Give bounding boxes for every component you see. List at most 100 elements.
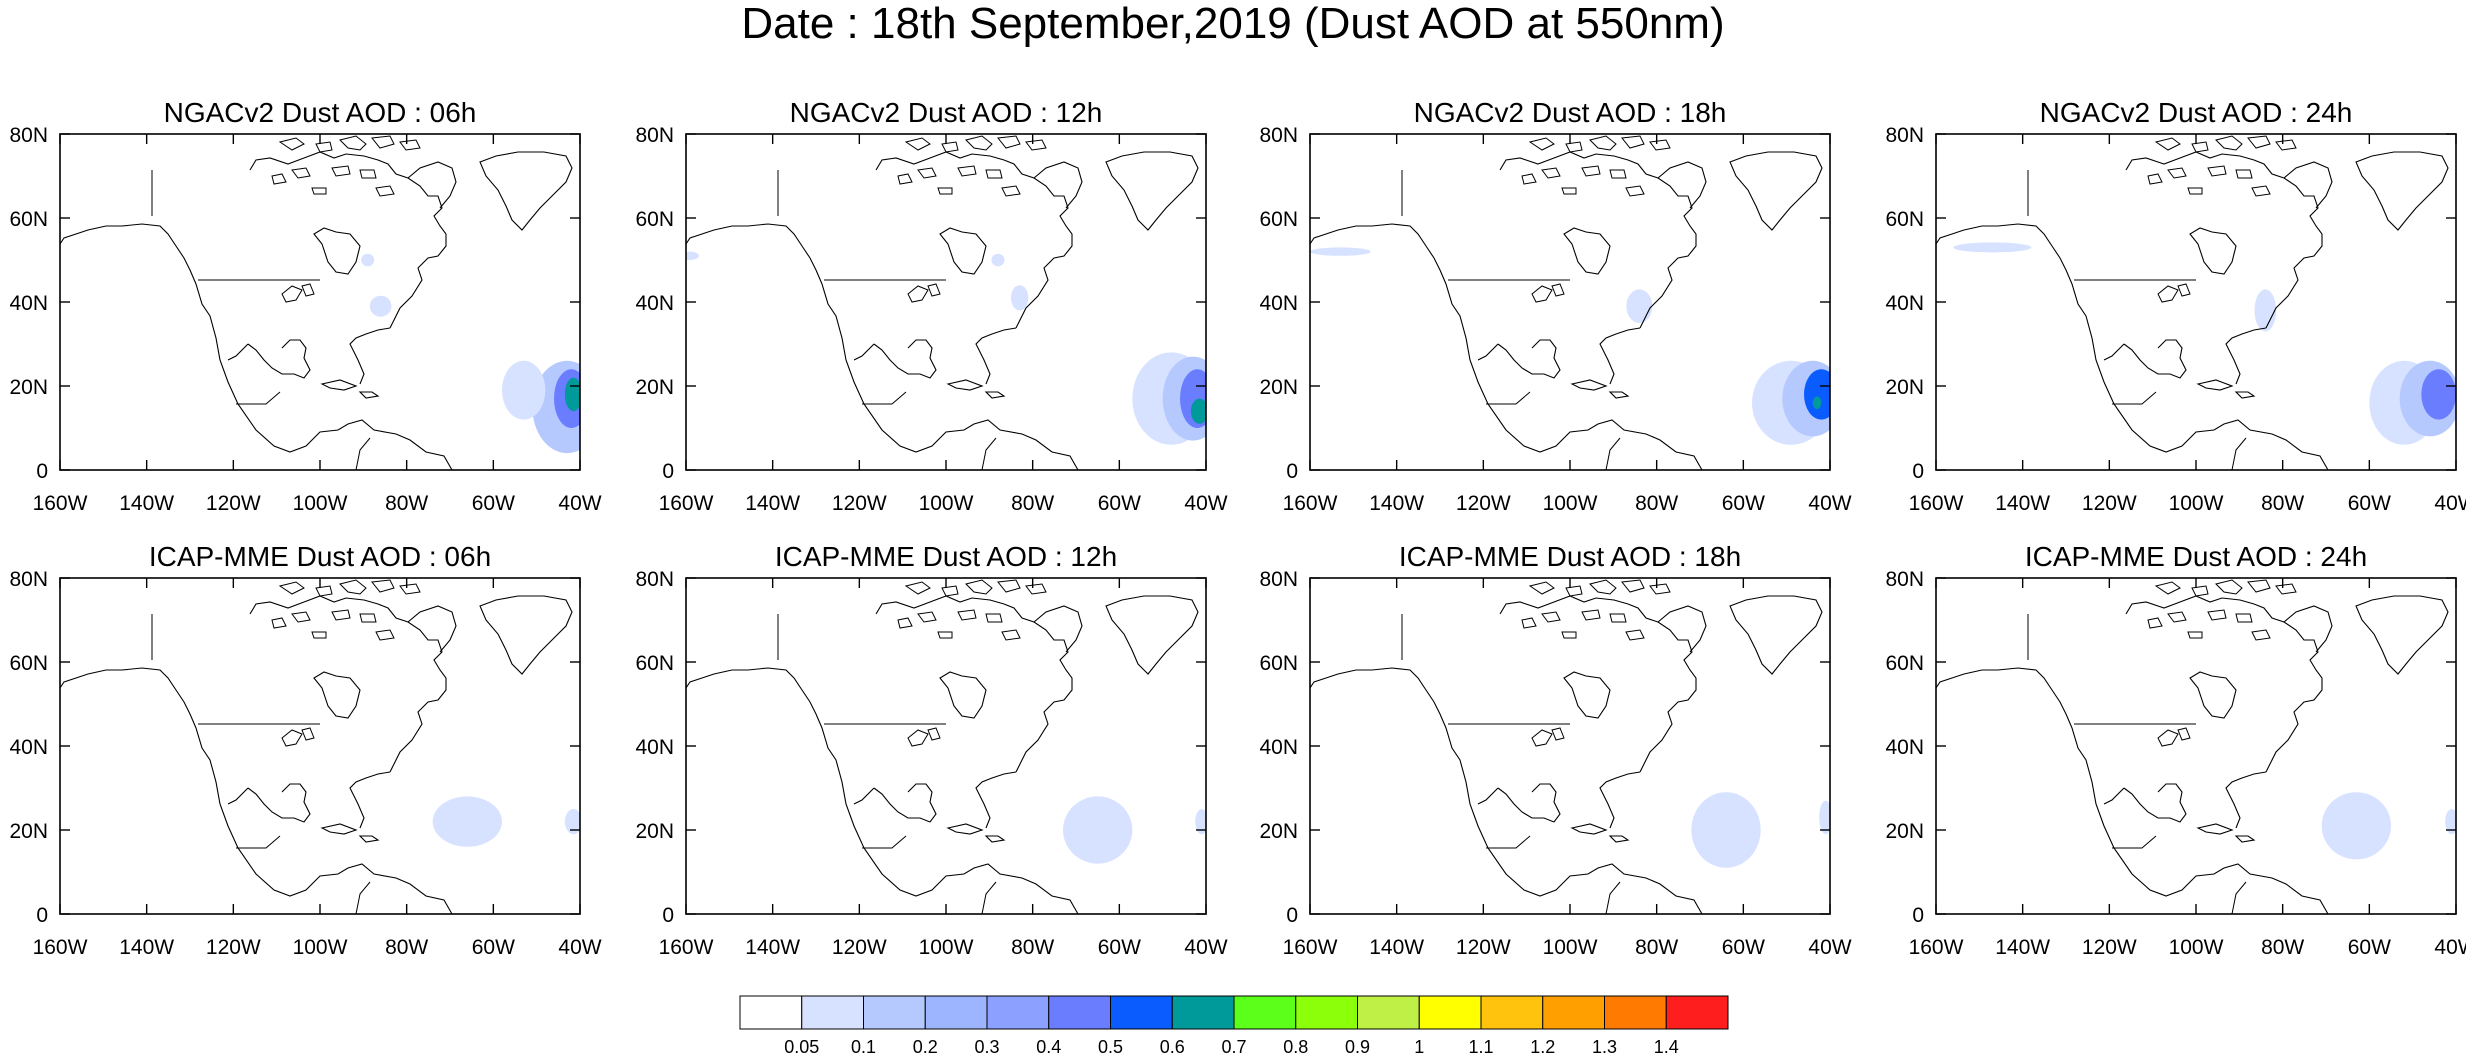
lat-tick-label: 40N bbox=[1885, 736, 1924, 759]
colorbar-label: 1.2 bbox=[1530, 1037, 1555, 1056]
colorbar-swatch bbox=[924, 995, 988, 1030]
lon-tick-label: 100W bbox=[293, 492, 348, 515]
dust-aod-patch bbox=[1195, 809, 1206, 835]
colorbar-label: 0.6 bbox=[1160, 1037, 1185, 1056]
dust-aod-patch bbox=[991, 253, 1005, 267]
lat-tick-label: 40N bbox=[9, 292, 48, 315]
dust-aod-patch bbox=[2421, 369, 2456, 420]
lon-tick-label: 160W bbox=[1909, 492, 1964, 515]
lat-tick-label: 40N bbox=[1259, 736, 1298, 759]
dust-aod-patch bbox=[1804, 369, 1830, 420]
lat-tick-label: 0 bbox=[1286, 460, 1298, 483]
map-panel: ICAP-MME Dust AOD : 24h 160W 140W 120W 100W 8… bbox=[1885, 541, 2466, 959]
colorbar-swatch bbox=[1357, 995, 1420, 1030]
panel-title: NGACv2 Dust AOD : 12h bbox=[790, 97, 1103, 128]
lat-tick-label: 20N bbox=[9, 820, 48, 843]
lon-tick-label: 120W bbox=[832, 936, 887, 959]
lat-tick-label: 40N bbox=[9, 736, 48, 759]
lat-tick-label: 60N bbox=[1885, 652, 1924, 675]
lon-tick-label: 40W bbox=[2434, 936, 2466, 959]
map-panel: NGACv2 Dust AOD : 24h 160W 140W 120W 100W 80W… bbox=[1885, 97, 2466, 515]
lat-tick-label: 60N bbox=[1259, 208, 1298, 231]
lat-tick-label: 0 bbox=[36, 460, 48, 483]
dust-aod-patch bbox=[1063, 796, 1133, 864]
lat-tick-label: 80N bbox=[9, 568, 48, 591]
lon-tick-label: 80W bbox=[385, 936, 428, 959]
lon-tick-label: 60W bbox=[1098, 936, 1141, 959]
lon-tick-label: 40W bbox=[1808, 936, 1851, 959]
lon-tick-label: 160W bbox=[1283, 936, 1338, 959]
lat-tick-label: 0 bbox=[662, 460, 674, 483]
lat-tick-label: 40N bbox=[1259, 292, 1298, 315]
dust-aod-patch bbox=[432, 796, 503, 847]
lat-tick-label: 80N bbox=[635, 124, 674, 147]
lat-tick-label: 20N bbox=[1885, 376, 1924, 399]
lon-tick-label: 40W bbox=[558, 492, 601, 515]
lon-tick-label: 40W bbox=[1808, 492, 1851, 515]
colorbar-swatch bbox=[986, 995, 1050, 1030]
colorbar-swatch bbox=[1233, 995, 1297, 1030]
lon-tick-label: 140W bbox=[1369, 492, 1424, 515]
colorbar-label: 0.1 bbox=[851, 1037, 876, 1056]
lon-tick-label: 140W bbox=[1995, 492, 2050, 515]
lat-tick-label: 60N bbox=[635, 652, 674, 675]
colorbar-label: 0.05 bbox=[784, 1037, 819, 1056]
lon-tick-label: 120W bbox=[2082, 936, 2137, 959]
lon-tick-label: 100W bbox=[2169, 492, 2224, 515]
colorbar-label: 0.8 bbox=[1283, 1037, 1308, 1056]
colorbar-swatch bbox=[1048, 995, 1111, 1030]
lat-tick-label: 80N bbox=[1259, 568, 1298, 591]
lat-tick-label: 20N bbox=[1885, 820, 1924, 843]
colorbar-swatch bbox=[1171, 995, 1235, 1030]
lon-tick-label: 40W bbox=[1184, 936, 1227, 959]
lon-tick-label: 40W bbox=[2434, 492, 2466, 515]
map-panel: NGACv2 Dust AOD : 18h 160W 140W 120W 100W 80W… bbox=[1259, 97, 1851, 515]
lon-tick-label: 60W bbox=[472, 936, 515, 959]
lon-tick-label: 140W bbox=[119, 492, 174, 515]
main-title: Date : 18th September,2019 (Dust AOD at … bbox=[741, 0, 1725, 48]
lon-tick-label: 100W bbox=[2169, 936, 2224, 959]
lon-tick-label: 140W bbox=[1369, 936, 1424, 959]
map-panel: NGACv2 Dust AOD : 06h 160W 140W 120W 100W 80W… bbox=[9, 97, 601, 515]
lat-tick-label: 20N bbox=[635, 376, 674, 399]
lat-tick-label: 0 bbox=[1286, 904, 1298, 927]
lat-tick-label: 60N bbox=[1885, 208, 1924, 231]
dust-aod-patch bbox=[1626, 289, 1653, 324]
colorbar-label: 0.9 bbox=[1345, 1037, 1370, 1056]
lat-tick-label: 20N bbox=[9, 376, 48, 399]
colorbar-label: 0.7 bbox=[1221, 1037, 1246, 1056]
colorbar-label: 1 bbox=[1414, 1037, 1424, 1056]
lat-tick-label: 80N bbox=[635, 568, 674, 591]
dust-aod-patch bbox=[369, 295, 392, 317]
colorbar-label: 0.3 bbox=[974, 1037, 999, 1056]
lon-tick-label: 60W bbox=[2348, 936, 2391, 959]
lon-tick-label: 100W bbox=[293, 936, 348, 959]
lat-tick-label: 80N bbox=[1885, 124, 1924, 147]
panel-title: NGACv2 Dust AOD : 24h bbox=[2040, 97, 2353, 128]
panel-title: ICAP-MME Dust AOD : 24h bbox=[2025, 541, 2367, 572]
panel-title: NGACv2 Dust AOD : 06h bbox=[164, 97, 477, 128]
lat-tick-label: 60N bbox=[1259, 652, 1298, 675]
panel-title: ICAP-MME Dust AOD : 06h bbox=[149, 541, 491, 572]
lon-tick-label: 140W bbox=[745, 492, 800, 515]
lon-tick-label: 80W bbox=[1635, 492, 1678, 515]
map-panel: ICAP-MME Dust AOD : 06h 160W 140W 120W 100W 8… bbox=[9, 541, 601, 959]
lon-tick-label: 40W bbox=[1184, 492, 1227, 515]
colorbar-label: 0.5 bbox=[1098, 1037, 1123, 1056]
lon-tick-label: 60W bbox=[472, 492, 515, 515]
panel-title: NGACv2 Dust AOD : 18h bbox=[1414, 97, 1727, 128]
lat-tick-label: 40N bbox=[635, 736, 674, 759]
lat-tick-label: 40N bbox=[635, 292, 674, 315]
colorbar-label: 0.4 bbox=[1036, 1037, 1061, 1056]
lon-tick-label: 60W bbox=[2348, 492, 2391, 515]
map-panel: ICAP-MME Dust AOD : 18h 160W 140W 120W 100W 8… bbox=[1259, 541, 1851, 959]
lat-tick-label: 80N bbox=[9, 124, 48, 147]
lat-tick-label: 40N bbox=[1885, 292, 1924, 315]
lon-tick-label: 120W bbox=[206, 492, 261, 515]
lon-tick-label: 100W bbox=[1543, 936, 1598, 959]
colorbar-swatch bbox=[1480, 995, 1544, 1030]
lon-tick-label: 80W bbox=[1635, 936, 1678, 959]
lat-tick-label: 60N bbox=[635, 208, 674, 231]
lon-tick-label: 160W bbox=[33, 492, 88, 515]
